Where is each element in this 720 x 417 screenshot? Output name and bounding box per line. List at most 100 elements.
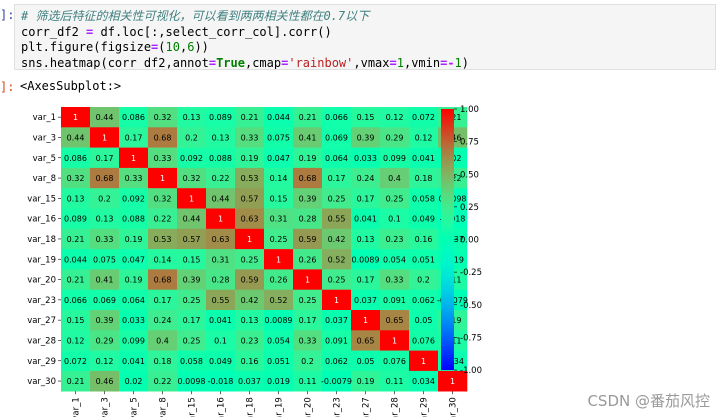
heatmap-cell <box>380 330 410 351</box>
cell-value-label: 0.41 <box>299 133 317 142</box>
cell-value-label: 0.12 <box>67 336 85 345</box>
cell-value-label: 0.21 <box>241 113 259 122</box>
y-tick-labels: var_1 var_3 var_5 var_8 var_15 var_16 var_18va… <box>27 113 61 387</box>
heatmap-cell <box>61 370 91 392</box>
cell-value-label: 0.52 <box>270 296 288 305</box>
cell-value-label: 0.037 <box>325 316 348 325</box>
y-tick-label: var_3 <box>33 133 56 143</box>
heatmap-cell <box>235 310 265 331</box>
cell-value-label: 1 <box>73 113 78 122</box>
heatmap-cell <box>264 350 294 372</box>
heatmap-cell <box>351 107 381 128</box>
heatmap-cell <box>293 370 323 392</box>
cell-value-label: 0.12 <box>386 113 404 122</box>
heatmap-cell <box>177 289 207 311</box>
cell-value-label: 0.17 <box>154 296 172 305</box>
cell-value-label: 0.049 <box>209 357 232 366</box>
cell-value-label: 0.062 <box>412 296 435 305</box>
code-token: plt.figure(figsize <box>21 40 152 54</box>
heatmap-cell <box>148 269 178 290</box>
code-cell[interactable]: # 筛选后特征的相关性可视化，可以看到两两相关性都在0.7以下 corr_df2 … <box>14 4 716 70</box>
cell-value-label: 0.0089 <box>265 316 293 325</box>
cell-value-label: 0.44 <box>212 194 230 203</box>
heatmap-cell <box>206 127 236 148</box>
cell-value-label: 0.064 <box>325 154 348 163</box>
heatmap-cell <box>322 269 352 290</box>
heatmap-cell <box>61 107 91 128</box>
cell-value-label: 0.088 <box>122 215 145 224</box>
cell-value-label: 0.46 <box>96 377 114 386</box>
cell-value-label: 0.05 <box>415 316 433 325</box>
heatmap-cell <box>264 310 294 331</box>
colorbar-tick-label: 0.50 <box>460 170 479 180</box>
output-repr: <AxesSubplot:> <box>20 79 122 93</box>
code-token: )) <box>194 40 209 54</box>
cell-value-label: 0.18 <box>154 357 172 366</box>
x-tick-label: var_16 <box>217 397 227 417</box>
cell-value-label: 0.044 <box>267 113 290 122</box>
heatmap-cell <box>351 330 381 351</box>
code-token: = <box>281 55 289 70</box>
cell-value-label: 0.076 <box>383 357 406 366</box>
cell-value-label: 0.069 <box>325 133 348 142</box>
heatmap-cell <box>177 330 207 351</box>
x-tick-label: var_27 <box>362 397 372 417</box>
colorbar-tick-label: 0.25 <box>460 203 479 213</box>
heatmap-cell <box>235 127 265 148</box>
cell-value-label: -0.018 <box>208 377 234 386</box>
cell-value-label: 0.29 <box>386 133 404 142</box>
x-tick-label: var_29 <box>420 397 430 417</box>
heatmap-cell <box>380 127 410 148</box>
heatmap-cell <box>119 167 149 189</box>
heatmap-cell <box>177 350 207 372</box>
cell-value-label: 0.054 <box>383 255 406 264</box>
cell-value-label: 0.21 <box>67 276 85 285</box>
cell-value-label: 1 <box>160 174 165 183</box>
cell-value-label: 0.05 <box>357 357 375 366</box>
heatmap-cell <box>409 208 439 230</box>
heatmap-cell <box>409 249 439 270</box>
cell-value-label: 0.066 <box>325 113 348 122</box>
colorbar-gradient <box>441 109 454 370</box>
code-token: , <box>179 40 188 54</box>
heatmap-cell <box>206 289 236 311</box>
heatmap-cell <box>90 127 120 148</box>
cell-value-label: 0.12 <box>415 133 433 142</box>
cell-value-label: 0.33 <box>154 154 172 163</box>
cell-value-label: 0.12 <box>96 357 114 366</box>
heatmap-cell <box>90 228 120 250</box>
cell-value-label: 0.63 <box>241 215 259 224</box>
x-tick-label: var_1 <box>72 397 82 417</box>
heatmap-cell <box>380 147 410 169</box>
heatmap-cell <box>61 208 91 230</box>
cell-value-label: 0.16 <box>241 357 259 366</box>
heatmap-cell <box>409 269 439 290</box>
cell-value-label: 0.4 <box>156 336 169 345</box>
heatmap-cell <box>380 167 410 189</box>
y-tick-label: var_5 <box>33 154 56 164</box>
heatmap-cell <box>119 330 149 351</box>
cell-value-label: 0.39 <box>183 276 201 285</box>
heatmap-cell <box>380 370 410 392</box>
cell-value-label: 0.15 <box>183 255 201 264</box>
heatmap-cell <box>90 289 120 311</box>
heatmap-cell <box>322 350 352 372</box>
y-tick-label: var_16 <box>27 215 56 225</box>
cell-value-label: 0.051 <box>412 255 435 264</box>
y-tick-label: var_30 <box>27 377 56 387</box>
x-tick-label: var_3 <box>101 397 111 417</box>
cell-value-label: 0.054 <box>267 336 290 345</box>
heatmap-cell <box>61 188 91 209</box>
cell-value-label: 0.16 <box>415 235 433 244</box>
heatmap-cell <box>235 289 265 311</box>
heatmap-cell <box>235 107 265 128</box>
heatmap-cell <box>61 289 91 311</box>
heatmap-cell <box>206 269 236 290</box>
cell-value-label: 0.44 <box>67 133 85 142</box>
heatmap-cell <box>235 249 265 270</box>
y-tick-label: var_19 <box>27 255 56 265</box>
heatmap-cell <box>380 107 410 128</box>
y-tick-label: var_15 <box>27 194 56 204</box>
heatmap-cell <box>148 167 178 189</box>
heatmap-cell <box>235 269 265 290</box>
